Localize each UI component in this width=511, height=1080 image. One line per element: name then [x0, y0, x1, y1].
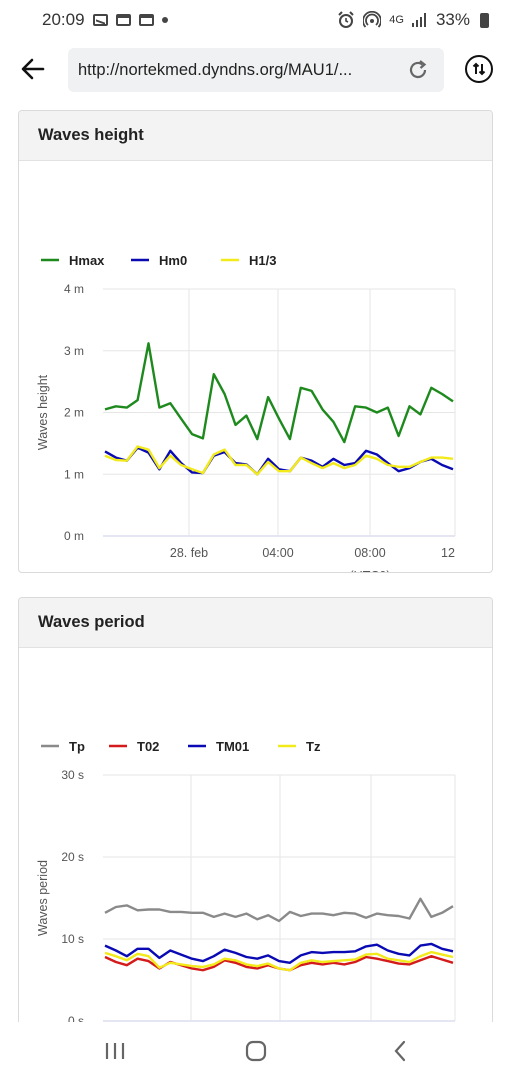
legend-item: T02 [137, 739, 159, 754]
status-bar: 20:09 4G 33% [0, 0, 511, 40]
y-tick-label: 3 m [64, 344, 84, 358]
recents-icon[interactable] [102, 1039, 128, 1063]
x-tick-label: 12 [441, 546, 455, 560]
series-line-tm01 [104, 942, 454, 964]
legend-item: Hm0 [159, 253, 187, 268]
dot-icon [161, 17, 168, 23]
waves-height-card: Waves height 0 m 1 m 2 m 3 m 4 m 28. feb 04:00… [18, 110, 493, 573]
legend-item: Tp [69, 739, 85, 754]
series-line-hmax [104, 342, 454, 444]
network-type: 4G [389, 14, 404, 26]
status-left: 20:09 [42, 10, 168, 30]
y-tick-label: 30 s [61, 768, 84, 782]
address-bar[interactable]: http://nortekmed.dyndns.org/MAU1/... [68, 48, 444, 92]
y-tick-label: 1 m [64, 467, 84, 481]
hotspot-icon [363, 11, 382, 28]
card-title: Waves period [19, 598, 492, 648]
waves-period-chart: 0 s10 s20 s30 s28. feb04:0008:0012(UTC0)… [36, 739, 456, 1036]
x-tick-label: 28. feb [170, 546, 208, 560]
x-tick-label: 08:00 [354, 546, 385, 560]
y-tick-label: 0 m [64, 529, 84, 543]
data-saver-button[interactable] [465, 55, 493, 83]
browser-toolbar: http://nortekmed.dyndns.org/MAU1/... [0, 42, 511, 98]
series-line-tp [104, 897, 454, 923]
series-line-tz [104, 950, 454, 972]
battery-icon [480, 12, 489, 28]
back-icon[interactable] [388, 1039, 414, 1063]
legend-item: Tz [306, 739, 321, 754]
x-axis-label: (UTC0) [350, 569, 391, 573]
y-axis-label: Waves period [36, 860, 50, 936]
calendar-icon [138, 14, 154, 26]
signal-icon [411, 13, 426, 27]
y-tick-label: 20 s [61, 850, 84, 864]
x-tick-label: 04:00 [262, 546, 293, 560]
data-saver-icon [472, 62, 486, 76]
alarm-icon [338, 11, 354, 28]
reload-icon[interactable] [406, 58, 430, 82]
navigation-bar [0, 1022, 511, 1080]
y-tick-label: 10 s [61, 932, 84, 946]
home-icon[interactable] [243, 1039, 269, 1063]
back-button[interactable] [18, 54, 48, 84]
waves-period-card: Waves period 0 s10 s20 s30 s28. feb04:00… [18, 597, 493, 1037]
card-title: Waves height [19, 111, 492, 161]
y-tick-label: 2 m [64, 406, 84, 420]
series-line-h13 [104, 445, 454, 476]
battery-percent: 33% [435, 10, 470, 29]
calendar-icon [115, 14, 131, 26]
mail-icon [92, 14, 108, 26]
waves-height-chart: 0 m 1 m 2 m 3 m 4 m 28. feb 04:00 08:00 12 (UTC0)… [36, 253, 456, 573]
legend-item: Hmax [69, 253, 105, 268]
arrow-left-icon [21, 58, 45, 80]
legend-item: TM01 [216, 739, 249, 754]
y-tick-label: 4 m [64, 282, 84, 296]
legend-item: H1/3 [249, 253, 276, 268]
y-axis-label: Waves height [36, 374, 50, 450]
status-time: 20:09 [42, 10, 85, 29]
url-text: http://nortekmed.dyndns.org/MAU1/... [78, 60, 353, 79]
status-right: 4G 33% [337, 10, 489, 30]
